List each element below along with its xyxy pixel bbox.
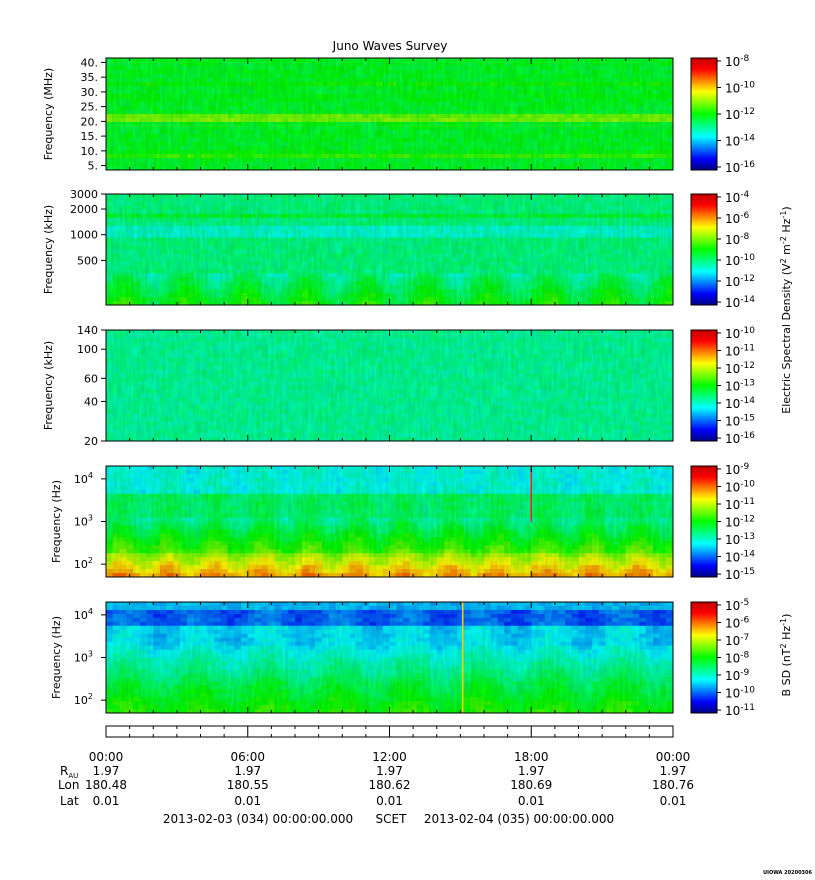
colorbar-tick-label: 10-6 (725, 211, 750, 226)
texture-overlay (106, 194, 673, 305)
y-tick-label: 25. (81, 101, 99, 114)
y-tick-label: 3000 (70, 188, 98, 201)
colorbar-tick-label: 10-4 (725, 190, 750, 205)
colorbar-gradient (690, 57, 718, 171)
colorbar-tick-label: 10-14 (725, 295, 755, 310)
colorbar-gradient (690, 193, 718, 306)
colorbar-tick-label: 10-12 (725, 274, 755, 289)
y-tick-label: 20. (81, 115, 99, 128)
y-tick-label: 10. (81, 145, 99, 158)
chart-title: Juno Waves Survey (332, 39, 448, 53)
colorbar-tick-label: 10-8 (725, 54, 750, 69)
y-tick-label: 500 (77, 254, 98, 267)
spectrogram-panels: 5. 10. 15. 20.25. 30. 35. 40. Frequency (MHz) 10… (42, 54, 793, 718)
colorbar-tick-label: 10-10 (725, 81, 755, 96)
y-tick-label: 35. (81, 71, 99, 84)
colorbar-tick-label: 10-16 (725, 160, 755, 175)
y-tick-label: 15. (81, 130, 99, 143)
y-tick-label: 5. (88, 160, 99, 173)
y-tick-label: 40. (81, 56, 99, 69)
colorbar-tick-label: 10-12 (725, 107, 755, 122)
y-axis-label: Frequency (MHz) (42, 68, 55, 160)
colorbar-tick-label: 10-14 (725, 134, 755, 149)
colorbar-1: 10-8 10-10 10-12 10-14 10-16 (690, 54, 755, 175)
y-tick-label: 1000 (70, 229, 98, 242)
y-tick-label: 30. (81, 86, 99, 99)
panel-1: 5. 10. 15. 20.25. 30. 35. 40. Frequency (MHz) 10… (42, 54, 755, 175)
y-axis-label: Frequency (kHz) (42, 205, 55, 294)
y-tick-label: 2000 (70, 203, 98, 216)
colorbar-tick-label: 10-8 (725, 232, 750, 247)
texture-overlay (106, 58, 673, 170)
colorbar-2: 10-4 10-6 10-8 10-10 10-12 10-14 (690, 190, 755, 310)
colorbar-tick-label: 10-10 (725, 253, 755, 268)
